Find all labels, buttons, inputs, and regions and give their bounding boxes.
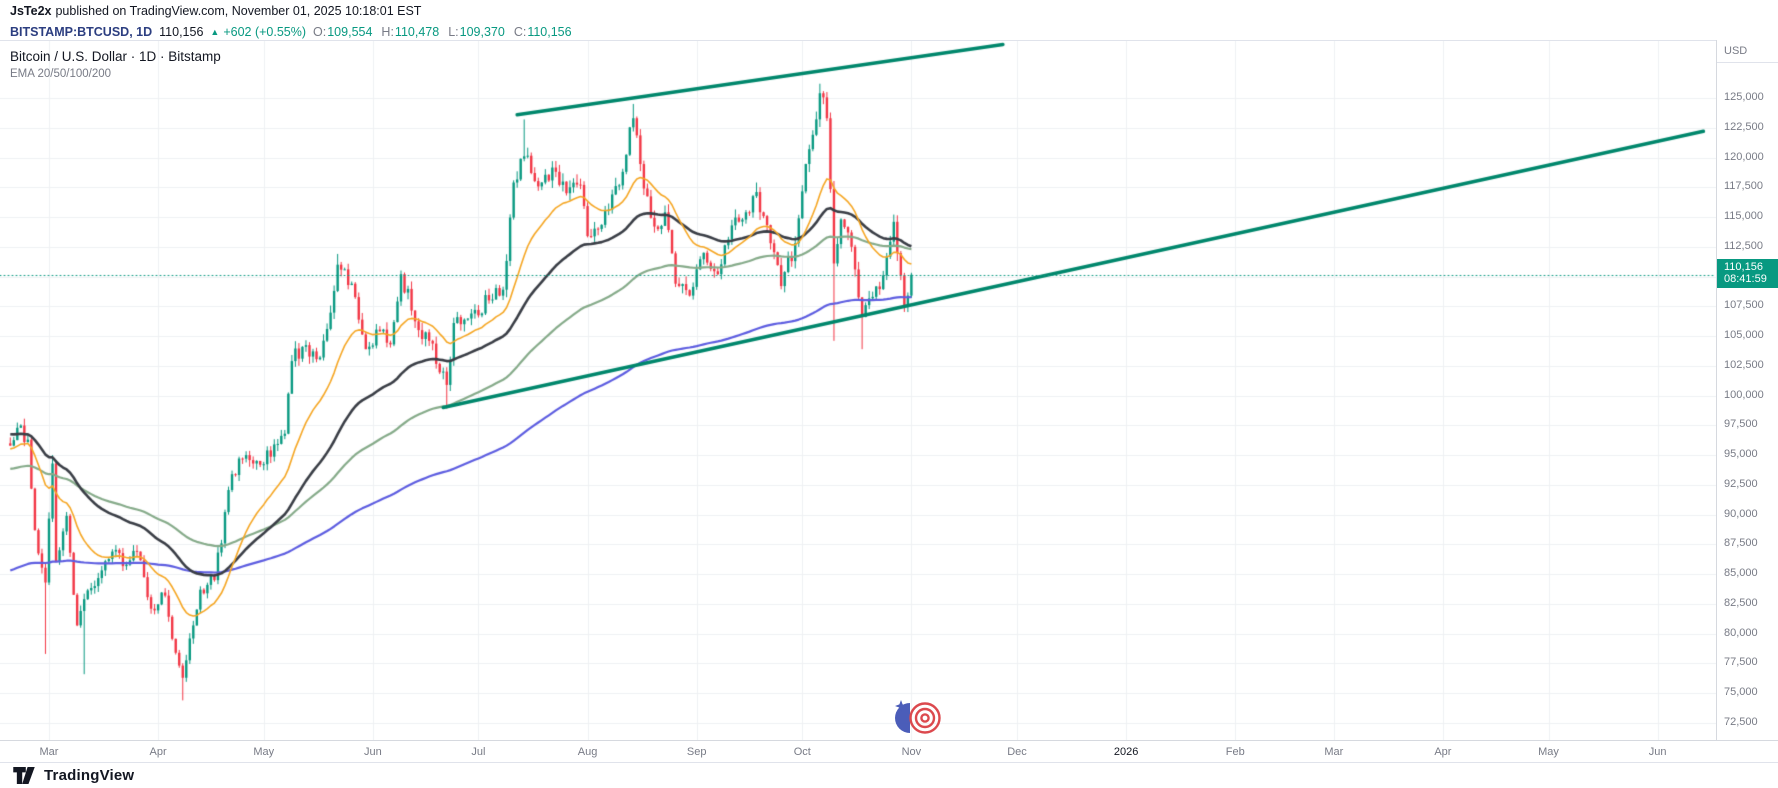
price-axis-label: 120,000	[1724, 150, 1764, 163]
price-axis-label: 92,500	[1724, 477, 1758, 490]
time-axis-label: Apr	[149, 746, 167, 758]
publisher-watermark-logo	[894, 699, 946, 742]
time-axis-label: 2026	[1113, 746, 1139, 758]
time-axis-label: Nov	[901, 746, 922, 758]
current-price: 110,156	[1724, 260, 1763, 273]
price-axis-label: 115,000	[1724, 210, 1763, 223]
price-axis[interactable]: USD 72,500 75,000 77,500 80,000 82,500 85,000…	[1716, 40, 1778, 740]
time-axis-label: Sep	[686, 746, 707, 758]
symbol-name: BITSTAMP:BTCUSD, 1D	[10, 24, 153, 39]
price-axis-label: 97,500	[1724, 418, 1758, 431]
ohlc-open-label: O:	[313, 24, 327, 39]
price-axis-label: 125,000	[1724, 91, 1764, 103]
candlestick-chart-canvas[interactable]	[0, 41, 1716, 741]
time-axis-label: Mar	[39, 746, 59, 758]
ohlc-open: O: 109,554	[313, 25, 372, 39]
time-axis-label: Aug	[577, 746, 598, 758]
publish-bar: JsTe2x published on TradingView.com, Nove…	[0, 0, 1778, 20]
time-axis-label: Mar	[1324, 746, 1344, 758]
time-axis-label: Jul	[471, 746, 486, 758]
price-axis-unit-label: USD	[1724, 45, 1748, 57]
brand-text: TradingView	[44, 767, 135, 784]
chart-title: Bitcoin / U.S. Dollar · 1D · Bitstamp	[10, 49, 221, 64]
price-axis-label: 100,000	[1724, 388, 1764, 401]
chart-title-block: Bitcoin / U.S. Dollar · 1D · Bitstamp EM…	[10, 49, 221, 80]
time-axis-label: Apr	[1434, 746, 1452, 758]
symbol-bar: BITSTAMP:BTCUSD, 1D 110,156 ▲ +602 (+0.5…	[0, 20, 1778, 40]
tradingview-logo-icon	[12, 767, 36, 784]
time-axis-label: Jun	[363, 746, 382, 758]
price-axis-label: 72,500	[1724, 716, 1758, 728]
ohlc-close-label: C:	[513, 24, 527, 39]
time-axis[interactable]: Mar Apr May Jun Jul Aug Sep Oct Nov Dec 2026 Feb Mar…	[0, 740, 1778, 762]
ohlc-low-value: 109,370	[459, 24, 505, 39]
ohlc-close: C: 110,156	[514, 25, 572, 39]
price-axis-label: 87,500	[1724, 537, 1758, 550]
price-axis-label: 107,500	[1724, 299, 1764, 312]
price-axis-label: 105,000	[1724, 329, 1764, 342]
indicator-label: EMA 20/50/100/200	[10, 68, 112, 80]
ohlc-low-label: L:	[448, 24, 459, 39]
price-axis-divider	[1717, 62, 1778, 63]
tradingview-link[interactable]: TradingView	[12, 767, 134, 784]
current-price-badge: 110,156 08:41:59	[1717, 258, 1778, 288]
ohlc-high-value: 110,478	[394, 24, 440, 39]
price-axis-label: 85,000	[1724, 567, 1758, 580]
time-axis-label: May	[1538, 746, 1559, 758]
ohlc-close-value: 110,156	[527, 24, 572, 39]
ohlc-high: H: 110,478	[381, 25, 439, 39]
chart-area: Bitcoin / U.S. Dollar · 1D · Bitstamp EM…	[0, 40, 1716, 742]
price-axis-label: 112,500	[1724, 239, 1763, 252]
price-axis-label: 95,000	[1724, 448, 1758, 461]
price-change: +602 (+0.55%)	[223, 24, 307, 39]
up-triangle-icon: ▲	[210, 26, 220, 37]
time-axis-label: Oct	[793, 746, 811, 758]
time-axis-label: Dec	[1007, 746, 1027, 758]
publish-info: published on TradingView.com, November 0…	[55, 4, 422, 18]
price-axis-label: 102,500	[1724, 358, 1764, 371]
time-axis-label: May	[253, 746, 275, 758]
footer-bar: TradingView	[0, 762, 1778, 788]
price-axis-label: 80,000	[1724, 626, 1758, 639]
time-axis-label: Jun	[1648, 746, 1667, 758]
price-axis-label: 75,000	[1724, 686, 1758, 699]
price-axis-label: 90,000	[1724, 507, 1758, 520]
price-axis-label: 122,500	[1724, 120, 1764, 133]
price-axis-label: 77,500	[1724, 656, 1758, 669]
ohlc-low: L: 109,370	[448, 25, 505, 39]
ohlc-high-label: H:	[381, 24, 394, 39]
ohlc-open-value: 109,554	[327, 24, 373, 39]
price-axis-label: 117,500	[1724, 180, 1763, 193]
price-countdown: 08:41:59	[1724, 273, 1767, 286]
price-axis-label: 82,500	[1724, 596, 1758, 609]
publisher-name: JsTe2x	[10, 4, 52, 18]
time-axis-label: Feb	[1225, 746, 1245, 758]
last-price: 110,156	[159, 24, 204, 39]
ohlc-group: O: 109,554 H: 110,478 L: 109,370 C: 110,156	[313, 25, 572, 39]
